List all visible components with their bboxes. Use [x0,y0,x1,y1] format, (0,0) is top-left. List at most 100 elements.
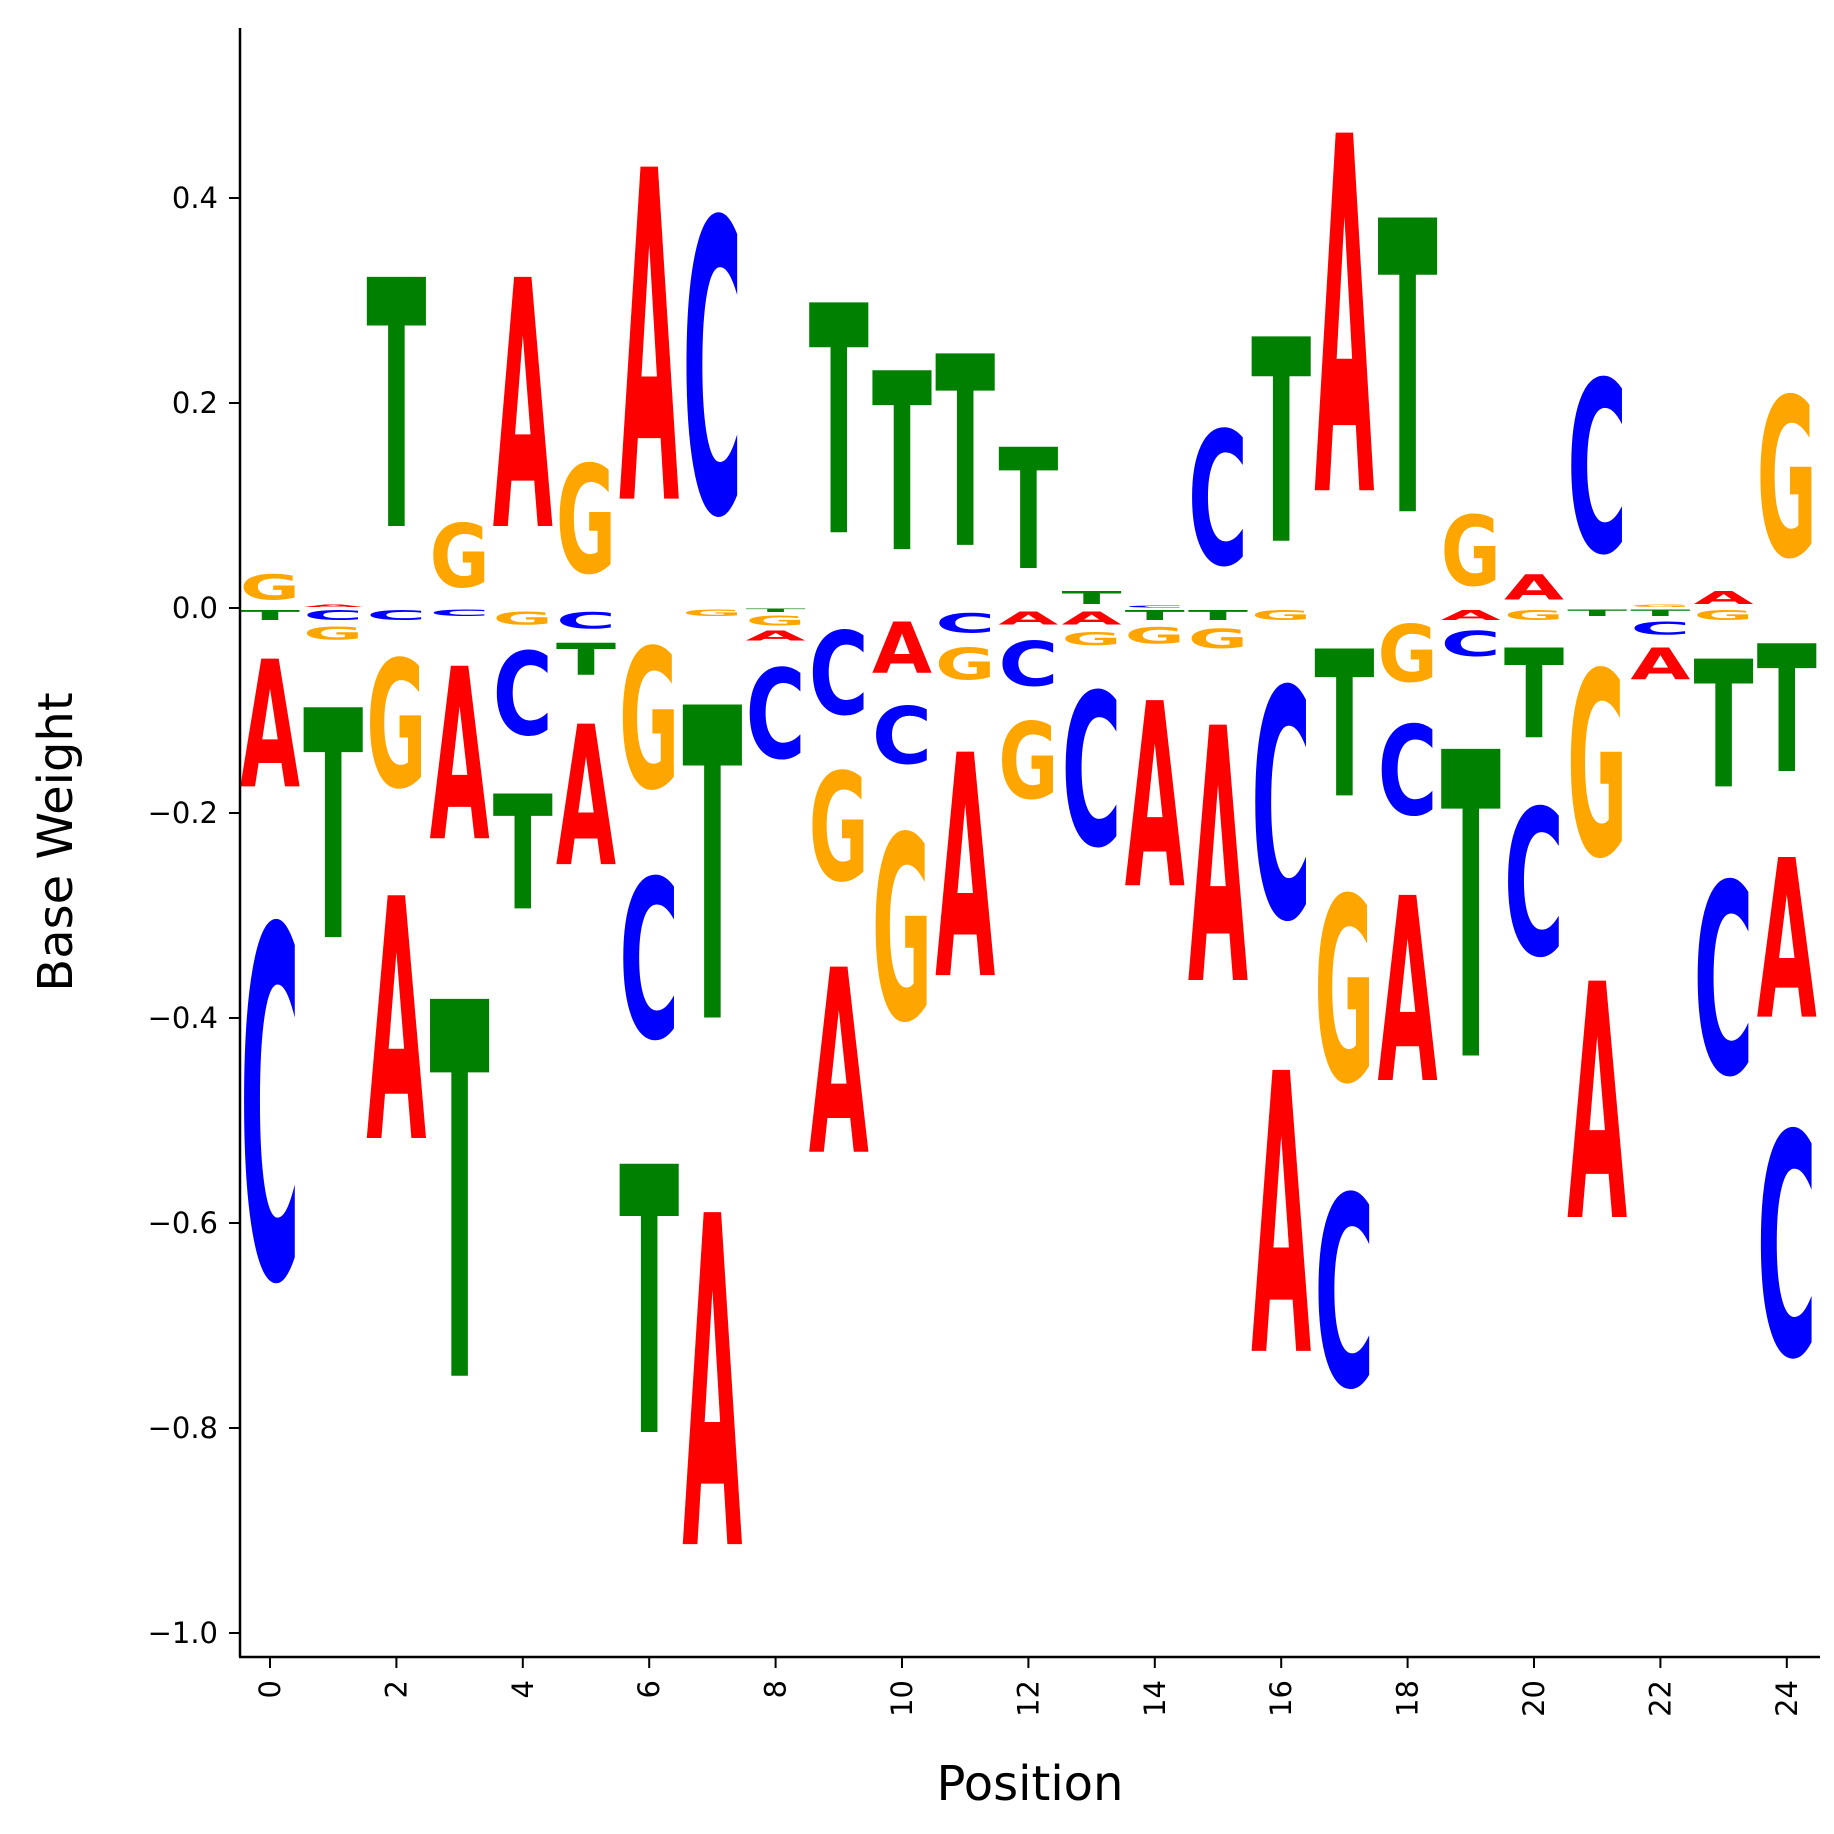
logo-letter-C-pos19: C [1441,624,1501,665]
logo-letter-C-pos21: C [1567,332,1627,607]
logo-letter-T-pos8: T [746,608,807,613]
logo-letter-A-pos8: A [746,629,806,644]
y-tick-label: −0.6 [148,1206,218,1240]
logo-letter-A-pos12: A [998,608,1059,628]
logo-letter-C-pos0: C [240,829,300,1391]
logo-letter-T-pos5: T [556,635,617,685]
logo-letter-A-pos17: A [1314,35,1375,606]
x-tick-label: 12 [1011,1680,1045,1717]
y-ticks: −1.0 −0.8 −0.6 −0.4 −0.2 0.0 0.2 0.4 [148,181,240,1650]
y-tick-label: −0.8 [148,1411,218,1445]
logo-letter-T-pos0: T [240,608,300,623]
logo-letter-A-pos5: A [556,686,616,910]
logo-letter-T-pos1: T [303,644,363,1012]
x-tick-label: 14 [1138,1680,1172,1717]
logo-letter-A-pos18: A [1378,846,1438,1141]
y-axis-title: Base Weight [28,692,84,991]
logo-letter-G-pos8: G [746,613,806,628]
logo-letter-C-pos3: C [430,608,490,618]
logo-letter-C-pos23: C [1694,828,1754,1135]
logo-letters: GTACACGTTCGAGCATAGCTGCTAAGCTCGTATGACTCGA… [240,35,1817,1653]
logo-letter-G-pos16: G [1251,608,1311,623]
logo-letter-T-pos17: T [1314,609,1374,844]
logo-letter-A-pos14: A [1125,651,1185,946]
logo-letter-T-pos21: T [1567,608,1628,618]
logo-letter-C-pos22: C [1630,618,1690,638]
logo-letter-T-pos15: T [1188,608,1248,623]
logo-letter-T-pos7: T [682,620,742,1120]
logo-letter-T-pos18: T [1378,137,1438,607]
logo-letter-A-pos24: A [1757,814,1817,1069]
logo-letter-C-pos8: C [746,644,806,788]
logo-letter-A-pos19: A [1441,608,1501,623]
logo-letter-A-pos2: A [366,831,426,1218]
logo-letter-A-pos13: A [1062,608,1123,628]
logo-letter-A-pos7: A [682,1123,743,1653]
x-tick-label: 0 [253,1680,287,1698]
logo-letter-T-pos2: T [366,208,426,607]
logo-letter-G-pos1: G [303,624,363,644]
logo-letter-A-pos22: A [1630,639,1690,690]
logo-letter-G-pos9: G [809,741,869,915]
y-tick-label: −0.2 [148,796,218,830]
logo-letter-C-pos5: C [556,608,616,634]
logo-letter-G-pos23: G [1694,608,1754,623]
logo-letter-A-pos16: A [1251,993,1312,1442]
logo-letter-A-pos3: A [430,619,490,894]
logo-letter-G-pos19: G [1441,497,1501,609]
logo-letter-G-pos18: G [1378,608,1438,700]
logo-letter-T-pos14: T [1125,608,1185,623]
logo-letter-G-pos24: G [1757,352,1817,608]
logo-letter-C-pos20: C [1504,768,1564,1003]
logo-letter-C-pos15: C [1188,393,1248,608]
logo-letter-G-pos11: G [935,640,995,691]
logo-letter-T-pos20: T [1504,625,1564,768]
logo-letter-G-pos7: G [682,608,742,618]
y-tick-label: −0.4 [148,1001,218,1035]
logo-letter-T-pos11: T [935,302,995,608]
y-tick-label: 0.0 [172,591,218,625]
axes [238,28,1820,1659]
logo-letter-C-pos17: C [1314,1141,1374,1448]
logo-letter-T-pos9: T [809,239,869,607]
logo-letter-C-pos4: C [493,630,553,762]
logo-letter-C-pos16: C [1251,625,1311,992]
x-tick-label: 24 [1770,1680,1804,1717]
x-tick-label: 2 [379,1680,413,1698]
x-tick-label: 6 [632,1680,666,1698]
logo-letter-T-pos23: T [1694,623,1754,828]
logo-letter-C-pos1: C [303,608,363,623]
logo-letter-A-pos0: A [240,623,300,827]
logo-letter-C-pos9: C [809,609,869,741]
logo-letter-G-pos6: G [619,610,679,833]
logo-letter-C-pos10: C [872,690,932,782]
x-tick-label: 18 [1391,1680,1425,1717]
logo-letter-A-pos9: A [809,918,869,1213]
logo-letter-A-pos4: A [493,210,553,607]
y-tick-label: 0.4 [172,181,218,215]
logo-letter-A-pos10: A [872,609,932,691]
x-tick-label: 4 [506,1680,540,1698]
logo-letter-A-pos23: A [1694,588,1755,608]
logo-letter-C-pos6: C [619,834,679,1088]
x-tick-label: 10 [885,1680,919,1717]
logo-letter-T-pos12: T [998,414,1058,608]
logo-letter-G-pos3: G [430,507,490,609]
logo-letter-A-pos6: A [619,78,680,608]
logo-letter-A-pos11: A [935,690,995,1048]
logo-letter-G-pos10: G [872,783,932,1079]
logo-letter-T-pos3: T [430,897,490,1498]
logo-letter-G-pos22: G [1630,604,1690,608]
logo-letter-A-pos15: A [1188,654,1248,1063]
logo-letter-C-pos11: C [935,609,995,639]
logo-letter-G-pos20: G [1504,608,1564,623]
logo-letter-T-pos13: T [1062,587,1122,607]
logo-letter-G-pos12: G [998,702,1058,824]
logo-letter-C-pos7: C [682,137,742,607]
logo-letter-T-pos6: T [619,1092,679,1520]
logo-letter-T-pos19: T [1441,665,1501,1155]
logo-letter-C-pos18: C [1378,700,1438,844]
logo-letter-G-pos21: G [1567,619,1627,915]
x-ticks: 0 2 4 6 8 10 12 14 16 18 20 22 24 [253,1657,1804,1717]
